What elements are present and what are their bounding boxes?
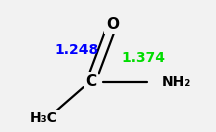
Text: H₃C: H₃C bbox=[30, 111, 58, 125]
Text: C: C bbox=[85, 74, 97, 89]
Text: NH₂: NH₂ bbox=[161, 74, 191, 89]
Text: O: O bbox=[106, 17, 119, 32]
Text: 1.248: 1.248 bbox=[55, 43, 99, 58]
Text: 1.374: 1.374 bbox=[122, 51, 166, 65]
